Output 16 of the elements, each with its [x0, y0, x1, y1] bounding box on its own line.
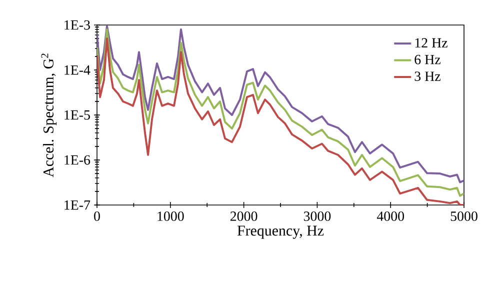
- legend-label: 3 Hz: [414, 72, 440, 81]
- y-axis-title: Accel. Spectrum, G$^{2}$: [41, 54, 57, 178]
- y-tick-label: 1E-6: [64, 155, 90, 165]
- x-tick-label: 3000: [304, 212, 331, 221]
- y-tick-label: 1E-7: [64, 200, 90, 210]
- x-tick-label: 2000: [230, 212, 258, 221]
- y-tick-label: 1E-4: [64, 65, 90, 75]
- x-axis-title: Frequency, Hz: [237, 226, 324, 239]
- x-tick-label: 1000: [158, 212, 184, 221]
- x-tick-label: 0: [94, 212, 100, 221]
- x-tick-label: 4000: [376, 212, 404, 221]
- x-tick-label: 5000: [450, 212, 478, 221]
- y-tick-label: 1E-3: [64, 20, 90, 30]
- y-tick-label: 1E-5: [64, 110, 90, 120]
- legend-label: 6 Hz: [414, 54, 440, 64]
- legend-label: 12 Hz: [415, 38, 448, 48]
